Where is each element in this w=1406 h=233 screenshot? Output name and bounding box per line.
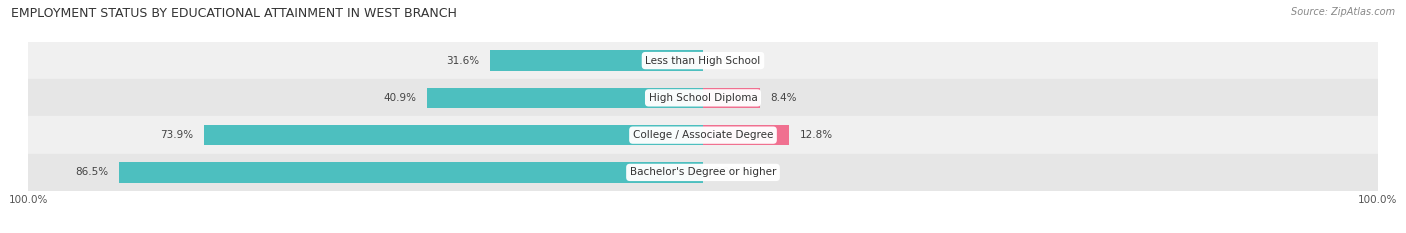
Bar (703, 125, 789, 145)
Bar (28, 79, 1378, 116)
Bar (28, 42, 1378, 79)
Bar (120, 162, 703, 183)
Text: College / Associate Degree: College / Associate Degree (633, 130, 773, 140)
Bar (28, 154, 1378, 191)
Text: 73.9%: 73.9% (160, 130, 194, 140)
Bar (703, 88, 759, 108)
Text: Less than High School: Less than High School (645, 56, 761, 65)
Bar (28, 116, 1378, 154)
Text: Source: ZipAtlas.com: Source: ZipAtlas.com (1291, 7, 1395, 17)
Text: EMPLOYMENT STATUS BY EDUCATIONAL ATTAINMENT IN WEST BRANCH: EMPLOYMENT STATUS BY EDUCATIONAL ATTAINM… (11, 7, 457, 20)
Text: 0.0%: 0.0% (714, 168, 740, 177)
Bar (489, 50, 703, 71)
Text: Bachelor's Degree or higher: Bachelor's Degree or higher (630, 168, 776, 177)
Text: 8.4%: 8.4% (770, 93, 797, 103)
Text: High School Diploma: High School Diploma (648, 93, 758, 103)
Text: 31.6%: 31.6% (446, 56, 479, 65)
Bar (427, 88, 703, 108)
Bar (204, 125, 703, 145)
Text: 40.9%: 40.9% (384, 93, 416, 103)
Text: 0.0%: 0.0% (714, 56, 740, 65)
Text: 86.5%: 86.5% (76, 168, 108, 177)
Text: 12.8%: 12.8% (800, 130, 834, 140)
